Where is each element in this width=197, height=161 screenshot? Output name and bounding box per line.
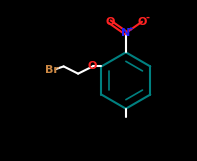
Text: O: O [137, 17, 147, 27]
Text: N: N [121, 28, 130, 38]
Text: +: + [127, 26, 133, 32]
Text: -: - [146, 13, 150, 23]
Text: O: O [105, 17, 114, 27]
Text: Br: Br [45, 65, 59, 76]
Text: O: O [88, 61, 97, 71]
